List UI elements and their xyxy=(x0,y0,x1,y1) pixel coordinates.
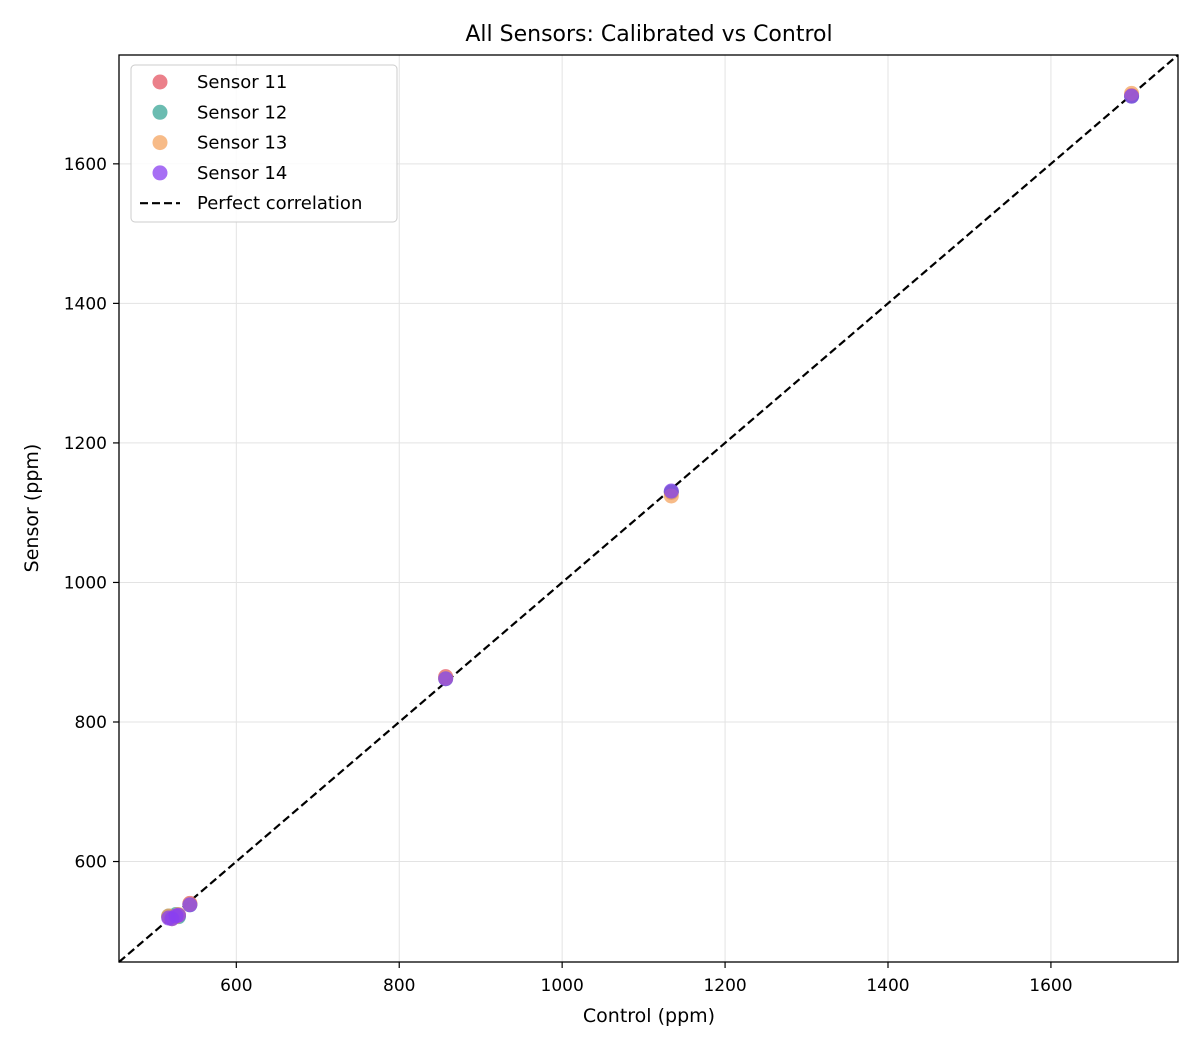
chart-title: All Sensors: Calibrated vs Control xyxy=(465,22,832,47)
legend-marker xyxy=(152,74,168,90)
x-tick-label: 1400 xyxy=(866,976,909,996)
x-tick-label: 1600 xyxy=(1029,976,1072,996)
y-axis-label: Sensor (ppm) xyxy=(21,444,43,573)
data-point xyxy=(182,897,198,913)
y-tick-label: 1000 xyxy=(64,573,107,593)
data-point xyxy=(438,671,454,687)
legend-label: Perfect correlation xyxy=(197,193,362,214)
legend-label: Sensor 12 xyxy=(197,102,287,123)
x-tick-label: 800 xyxy=(383,976,415,996)
legend-label: Sensor 13 xyxy=(197,133,287,154)
legend-marker xyxy=(152,165,168,181)
y-tick-label: 800 xyxy=(75,713,107,733)
data-point xyxy=(170,907,186,923)
data-point xyxy=(663,483,679,499)
y-tick-label: 1200 xyxy=(64,434,107,454)
y-tick-label: 1400 xyxy=(64,294,107,314)
y-tick-label: 600 xyxy=(75,853,107,873)
reference-line-layer xyxy=(118,54,1179,963)
series-4 xyxy=(161,88,1140,927)
legend: Sensor 11 Sensor 12 Sensor 13 Sensor 14 Perf… xyxy=(130,64,398,223)
legend-box xyxy=(130,64,398,223)
axis-ticks: 600 800 1000 1200 1400 1600 600 800 1000 1200 1400… xyxy=(64,155,1073,996)
perfect-correlation-line xyxy=(118,54,1179,963)
x-tick-label: 600 xyxy=(220,976,252,996)
legend-label: Sensor 11 xyxy=(197,72,287,93)
legend-marker xyxy=(152,135,168,151)
data-point xyxy=(1124,88,1140,104)
x-tick-label: 1000 xyxy=(541,976,584,996)
data-points xyxy=(161,85,1140,927)
x-tick-label: 1200 xyxy=(703,976,746,996)
legend-marker xyxy=(152,104,168,120)
legend-label: Sensor 14 xyxy=(197,163,287,184)
x-axis-label: Control (ppm) xyxy=(583,1005,715,1027)
y-tick-label: 1600 xyxy=(64,155,107,175)
plot-frame xyxy=(118,54,1179,963)
